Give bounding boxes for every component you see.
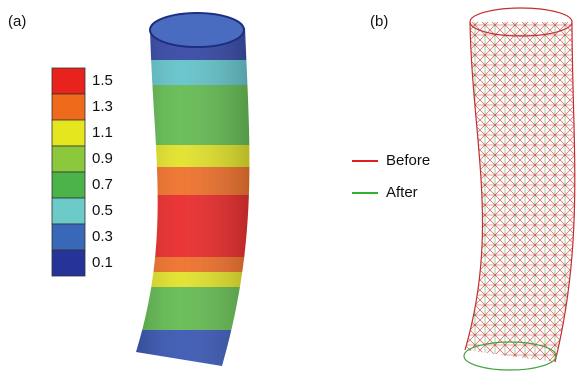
tube-a bbox=[120, 0, 270, 377]
colorbar-label: 1.3 bbox=[92, 98, 113, 115]
colorbar-swatch bbox=[52, 224, 85, 250]
colorbar-label: 1.1 bbox=[92, 124, 113, 141]
colorbar-swatch bbox=[52, 94, 85, 120]
colorbar-swatch bbox=[52, 250, 85, 276]
colorbar-label: 0.1 bbox=[92, 254, 113, 271]
colorbar-swatch bbox=[52, 120, 85, 146]
panel-label: (b) bbox=[370, 13, 388, 30]
panel-label: (a) bbox=[8, 13, 26, 30]
tube-b bbox=[440, 0, 584, 377]
colorbar: 1.5 1.3 1.1 0.9 0.7 0.5 0.3 0.1 bbox=[52, 68, 113, 276]
colorbar-label: 0.7 bbox=[92, 176, 113, 193]
colorbar-label: 0.9 bbox=[92, 150, 113, 167]
colorbar-swatch bbox=[52, 146, 85, 172]
colorbar-label: 1.5 bbox=[92, 72, 113, 89]
legend-label: Before bbox=[386, 152, 430, 169]
colorbar-swatch bbox=[52, 172, 85, 198]
legend: Before After bbox=[352, 152, 430, 201]
figure: (a) (b) 1.5 1.3 1.1 0.9 0.7 0.5 0.3 0.1 Before A… bbox=[0, 0, 584, 377]
legend-label: After bbox=[386, 184, 418, 201]
colorbar-label: 0.5 bbox=[92, 202, 113, 219]
tube-top bbox=[150, 13, 244, 47]
colorbar-label: 0.3 bbox=[92, 228, 113, 245]
colorbar-swatch bbox=[52, 68, 85, 94]
colorbar-swatch bbox=[52, 198, 85, 224]
